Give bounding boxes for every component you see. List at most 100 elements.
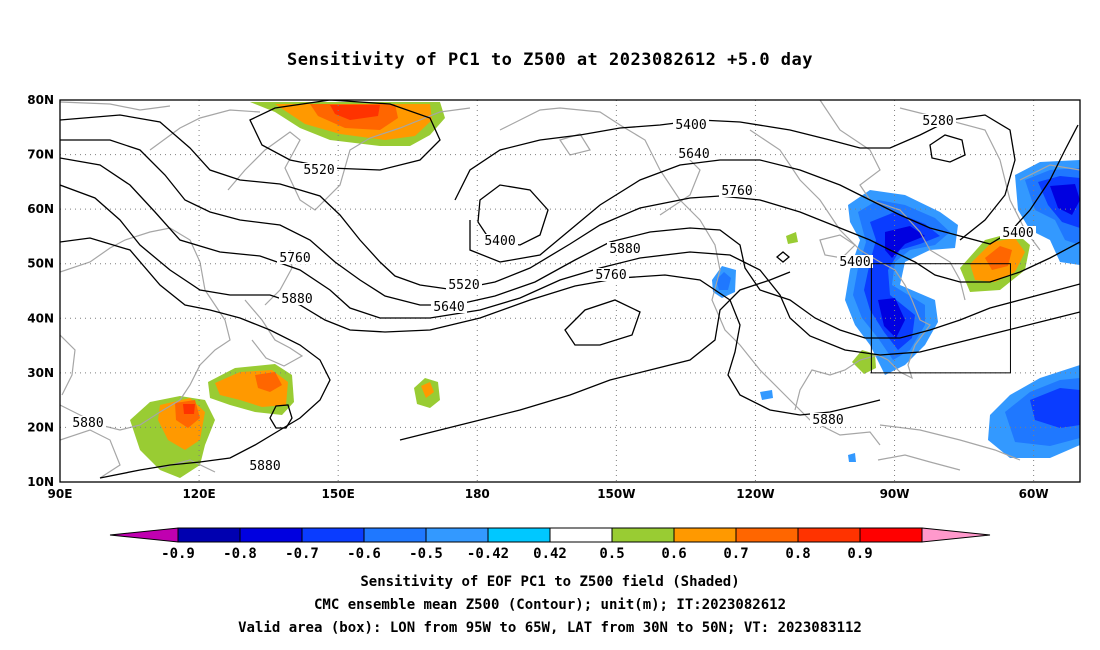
contour-line	[60, 157, 1080, 356]
contour-label-bg	[607, 242, 643, 255]
caption-contour: CMC ensemble mean Z500 (Contour); unit(m…	[313, 597, 786, 613]
contour-label-bg	[837, 255, 873, 268]
contour-label: 5640	[433, 300, 464, 315]
colorbar-segment	[363, 527, 427, 543]
contour-label-bg	[482, 234, 518, 247]
contour-line	[477, 184, 549, 246]
colorbar-max-extension	[921, 527, 991, 543]
contour-line	[775, 251, 791, 263]
colorbar-segment	[673, 527, 737, 543]
contour-label-bg	[279, 292, 315, 305]
contour-label: 5400	[839, 255, 870, 270]
colorbar-tick-label: -0.7	[285, 546, 319, 562]
caption-shading: Sensitivity of EOF PC1 to Z500 field (Sh…	[360, 574, 740, 590]
contour-label-bg	[431, 300, 467, 313]
colorbar-segment	[239, 527, 303, 543]
contour-label-bg	[247, 459, 283, 472]
colorbar-tick-label: -0.5	[409, 546, 443, 562]
contour-label-bg	[70, 416, 106, 429]
contour-line	[929, 134, 966, 163]
colorbar: -0.9 -0.8 -0.7 -0.6 -0.5 -0.42 0.42 0.5 0.6 0.7 0.…	[109, 527, 991, 562]
colorbar-tick-label: -0.6	[347, 546, 381, 562]
caption-valid-area: Valid area (box): LON from 95W to 65W, L…	[238, 620, 862, 636]
colorbar-tick-label: -0.42	[467, 546, 509, 562]
contour-line	[454, 114, 1016, 241]
contour-label: 5280	[922, 114, 953, 129]
contour-label-bg	[446, 278, 482, 291]
shade-positive-philippines	[130, 396, 215, 478]
contour-label-bg	[673, 118, 709, 131]
contour-label: 5640	[678, 147, 709, 162]
contour-label: 5880	[281, 292, 312, 307]
contour-label: 5880	[249, 459, 280, 474]
colorbar-min-extension	[109, 527, 179, 543]
lat-label: 60N	[27, 202, 54, 216]
colorbar-segment	[859, 527, 923, 543]
lat-label: 30N	[27, 366, 54, 380]
contour-line	[60, 114, 1080, 291]
shade-negative-north-atlantic	[1015, 160, 1080, 265]
lon-label: 90W	[880, 487, 910, 501]
contour-label: 5520	[448, 278, 479, 293]
contour-label: 5400	[675, 118, 706, 133]
lon-label: 90E	[48, 487, 73, 501]
colorbar-segment	[177, 527, 241, 543]
colorbar-tick-label: -0.8	[223, 546, 257, 562]
contour-label: 5760	[721, 184, 752, 199]
lat-label: 50N	[27, 257, 54, 271]
contour-label: 5760	[279, 251, 310, 266]
contour-labels: 5400 5280 5520 5640 5400 5760 5880 5400 5760 5520…	[70, 114, 1036, 474]
lat-label: 70N	[27, 148, 54, 162]
contour-label-bg	[810, 413, 846, 426]
colorbar-segment	[487, 527, 551, 543]
contour-label: 5520	[303, 163, 334, 178]
contour-line	[269, 404, 293, 429]
lon-label: 180	[465, 487, 490, 501]
colorbar-segment	[301, 527, 365, 543]
contour-label: 5400	[484, 234, 515, 249]
lat-label: 10N	[27, 475, 54, 489]
contour-label-bg	[277, 251, 313, 264]
contour-label: 5880	[609, 242, 640, 257]
map-title: Sensitivity of PC1 to Z500 at 2023082612…	[286, 50, 813, 70]
lon-label: 60W	[1019, 487, 1049, 501]
colorbar-tick-label: 0.6	[661, 546, 686, 562]
contour-label: 5880	[72, 416, 103, 431]
colorbar-segment	[425, 527, 489, 543]
contour-label: 5880	[812, 413, 843, 428]
contour-label-bg	[676, 147, 712, 160]
contour-label-bg	[920, 114, 956, 127]
sensitivity-shading	[130, 102, 1080, 478]
lat-label: 80N	[27, 93, 54, 107]
shade-positive-ryukyu	[208, 364, 294, 415]
colorbar-segment	[611, 527, 675, 543]
lat-label: 20N	[27, 420, 54, 434]
contour-label-bg	[593, 268, 629, 281]
contour-label: 5400	[1002, 226, 1033, 241]
colorbar-segment	[735, 527, 799, 543]
contour-line	[564, 299, 641, 346]
colorbar-tick-label: 0.7	[723, 546, 748, 562]
contour-label: 5760	[595, 268, 626, 283]
colorbar-segment	[797, 527, 861, 543]
lon-label: 120E	[182, 487, 215, 501]
contour-line	[60, 237, 331, 479]
colorbar-tick-label: 0.9	[847, 546, 872, 562]
colorbar-segment	[549, 527, 613, 543]
colorbar-tick-label: 0.8	[785, 546, 810, 562]
z500-contours	[60, 100, 1080, 479]
contour-line	[399, 271, 791, 441]
contour-label-bg	[719, 184, 755, 197]
axis-labels: 10N 20N 30N 40N 50N 60N 70N 80N 90E 120E 150E 180 15…	[27, 93, 1048, 501]
contour-label-bg	[1000, 226, 1036, 239]
contour-line	[60, 184, 881, 416]
shade-positive-labrador	[960, 232, 1030, 292]
shade-negative-subtropical-atlantic	[988, 365, 1080, 458]
lat-label: 40N	[27, 311, 54, 325]
lon-label: 120W	[736, 487, 774, 501]
contour-line	[469, 124, 1079, 263]
colorbar-tick-label: -0.9	[161, 546, 195, 562]
lon-label: 150E	[322, 487, 355, 501]
colorbar-tick-label: 0.42	[533, 546, 567, 562]
